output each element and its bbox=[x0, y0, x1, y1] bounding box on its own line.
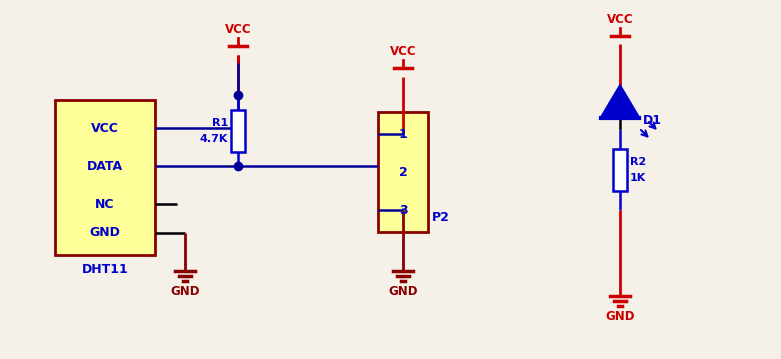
Text: R1: R1 bbox=[212, 117, 228, 127]
Text: GND: GND bbox=[388, 285, 418, 298]
Text: DHT11: DHT11 bbox=[82, 263, 128, 276]
Text: NC: NC bbox=[95, 197, 115, 210]
Text: 4.7K: 4.7K bbox=[200, 134, 228, 144]
Text: 1K: 1K bbox=[630, 173, 646, 183]
Text: GND: GND bbox=[605, 310, 635, 323]
Bar bbox=[231, 109, 245, 151]
Bar bbox=[378, 112, 428, 232]
Text: GND: GND bbox=[90, 227, 120, 239]
Text: P2: P2 bbox=[432, 211, 450, 224]
Text: DATA: DATA bbox=[87, 159, 123, 173]
Text: D1: D1 bbox=[643, 113, 662, 126]
Bar bbox=[613, 149, 627, 191]
Text: VCC: VCC bbox=[225, 23, 251, 36]
Polygon shape bbox=[601, 86, 639, 118]
Text: VCC: VCC bbox=[607, 13, 633, 26]
Text: 3: 3 bbox=[398, 204, 408, 216]
Text: R2: R2 bbox=[630, 157, 646, 167]
Text: 2: 2 bbox=[398, 165, 408, 178]
Text: VCC: VCC bbox=[91, 121, 119, 135]
Text: 1: 1 bbox=[398, 127, 408, 140]
Bar bbox=[55, 100, 155, 255]
Text: VCC: VCC bbox=[390, 45, 416, 58]
Text: GND: GND bbox=[170, 285, 200, 298]
